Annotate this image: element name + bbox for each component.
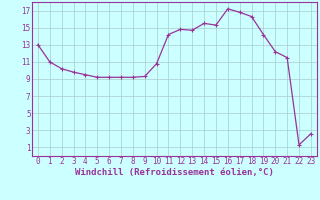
X-axis label: Windchill (Refroidissement éolien,°C): Windchill (Refroidissement éolien,°C) bbox=[75, 168, 274, 177]
